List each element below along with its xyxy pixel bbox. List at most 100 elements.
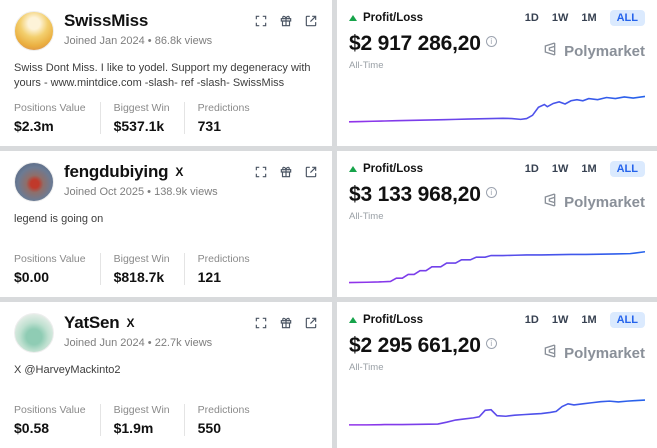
polymarket-logo-text: Polymarket <box>564 194 645 211</box>
profile-identity: SwissMiss Joined Jan 2024 • 86.8k views <box>64 11 254 47</box>
gift-icon[interactable] <box>279 14 293 28</box>
external-link-icon[interactable] <box>304 165 318 179</box>
range-1d-button[interactable]: 1D <box>524 12 539 24</box>
stat-label: Positions Value <box>14 102 86 114</box>
profit-loss-label: Profit/Loss <box>363 12 424 24</box>
stat-value: $818.7k <box>113 269 165 285</box>
range-all-button[interactable]: ALL <box>609 312 645 328</box>
polymarket-logo-icon <box>542 41 558 62</box>
profile-name[interactable]: fengdubiying <box>64 162 169 181</box>
stat-biggest-win: Biggest Win $537.1k <box>99 102 184 134</box>
stat-positions-value: Positions Value $0.00 <box>14 253 100 285</box>
stat-predictions: Predictions 731 <box>183 102 264 134</box>
profile-header: SwissMiss Joined Jan 2024 • 86.8k views <box>14 11 318 51</box>
range-all-button[interactable]: ALL <box>609 10 645 26</box>
profit-loss-chart <box>349 84 645 138</box>
polymarket-logo-icon <box>542 192 558 213</box>
range-1m-button[interactable]: 1M <box>581 314 597 326</box>
profit-loss-label: Profit/Loss <box>363 163 424 175</box>
profit-loss-label: Profit/Loss <box>363 314 424 326</box>
range-1w-button[interactable]: 1W <box>551 163 569 175</box>
joined-views: Joined Jan 2024 • 86.8k views <box>64 35 213 47</box>
range-1w-button[interactable]: 1W <box>551 12 569 24</box>
period-label: All-Time <box>349 60 384 71</box>
stat-label: Positions Value <box>14 253 86 265</box>
profit-amount: $2 917 286,20 <box>349 32 481 55</box>
stat-label: Biggest Win <box>113 404 170 416</box>
polymarket-logo[interactable]: Polymarket <box>542 41 645 62</box>
profile-card: fengdubiying X Joined Oct 2025 • 138.9k … <box>0 151 332 297</box>
stat-label: Predictions <box>197 253 250 265</box>
expand-icon[interactable] <box>254 316 268 330</box>
stat-label: Predictions <box>197 404 250 416</box>
polymarket-logo[interactable]: Polymarket <box>542 343 645 364</box>
stat-biggest-win: Biggest Win $818.7k <box>99 253 184 285</box>
expand-icon[interactable] <box>254 14 268 28</box>
avatar[interactable] <box>14 313 54 353</box>
expand-icon[interactable] <box>254 165 268 179</box>
joined-views: Joined Oct 2025 • 138.9k views <box>64 186 218 198</box>
stat-positions-value: Positions Value $0.58 <box>14 404 100 436</box>
avatar[interactable] <box>14 162 54 202</box>
polymarket-logo[interactable]: Polymarket <box>542 192 645 213</box>
profit-amount: $3 133 968,20 <box>349 183 481 206</box>
external-link-icon[interactable] <box>304 316 318 330</box>
info-icon[interactable] <box>485 36 497 47</box>
stat-positions-value: Positions Value $2.3m <box>14 102 100 134</box>
profile-actions <box>254 11 318 28</box>
gift-icon[interactable] <box>279 165 293 179</box>
range-1m-button[interactable]: 1M <box>581 163 597 175</box>
stat-value: $537.1k <box>113 118 165 134</box>
stat-value: $0.58 <box>14 420 50 436</box>
range-selector: 1D 1W 1M ALL <box>525 312 645 328</box>
range-1d-button[interactable]: 1D <box>524 314 539 326</box>
polymarket-logo-text: Polymarket <box>564 43 645 60</box>
profile-name[interactable]: YatSen <box>64 313 120 332</box>
profile-identity: fengdubiying X Joined Oct 2025 • 138.9k … <box>64 162 254 198</box>
x-badge-icon[interactable]: X <box>175 165 184 179</box>
range-1d-button[interactable]: 1D <box>524 163 539 175</box>
joined-views: Joined Jun 2024 • 22.7k views <box>64 337 213 349</box>
stat-value: 121 <box>197 269 221 285</box>
range-selector: 1D 1W 1M ALL <box>525 10 645 26</box>
gift-icon[interactable] <box>279 316 293 330</box>
profit-loss-card: Profit/Loss 1D 1W 1M ALL $2 917 286,20 A… <box>337 0 657 146</box>
range-selector: 1D 1W 1M ALL <box>525 161 645 177</box>
stat-label: Biggest Win <box>113 253 170 265</box>
range-1w-button[interactable]: 1W <box>551 314 569 326</box>
info-icon[interactable] <box>485 338 497 349</box>
period-label: All-Time <box>349 362 384 373</box>
x-badge-icon[interactable]: X <box>126 316 135 330</box>
bio: Swiss Dont Miss. I like to yodel. Suppor… <box>14 62 311 90</box>
period-label: All-Time <box>349 211 384 222</box>
stats-row: Positions Value $0.58 Biggest Win $1.9m … <box>14 404 318 436</box>
profile-actions <box>254 313 318 330</box>
profile-card: SwissMiss Joined Jan 2024 • 86.8k views … <box>0 0 332 146</box>
stat-label: Biggest Win <box>113 102 170 114</box>
bio: legend is going on <box>14 213 104 225</box>
stat-predictions: Predictions 550 <box>183 404 264 436</box>
external-link-icon[interactable] <box>304 14 318 28</box>
stats-row: Positions Value $0.00 Biggest Win $818.7… <box>14 253 318 285</box>
stat-value: $0.00 <box>14 269 50 285</box>
bio: X @HarveyMackinto2 <box>14 364 121 376</box>
profit-loss-card: Profit/Loss 1D 1W 1M ALL $2 295 661,20 A… <box>337 302 657 448</box>
stat-value: $1.9m <box>113 420 154 436</box>
profile-name[interactable]: SwissMiss <box>64 11 149 30</box>
range-1m-button[interactable]: 1M <box>581 12 597 24</box>
stat-predictions: Predictions 121 <box>183 253 264 285</box>
profile-header: fengdubiying X Joined Oct 2025 • 138.9k … <box>14 162 318 202</box>
up-arrow-icon <box>349 166 357 172</box>
info-icon[interactable] <box>485 187 497 198</box>
avatar[interactable] <box>14 11 54 51</box>
profit-amount: $2 295 661,20 <box>349 334 481 357</box>
stats-row: Positions Value $2.3m Biggest Win $537.1… <box>14 102 318 134</box>
profit-loss-chart <box>349 235 645 289</box>
stat-label: Predictions <box>197 102 250 114</box>
range-all-button[interactable]: ALL <box>609 161 645 177</box>
profile-actions <box>254 162 318 179</box>
stat-biggest-win: Biggest Win $1.9m <box>99 404 184 436</box>
up-arrow-icon <box>349 317 357 323</box>
profit-loss-chart <box>349 386 645 440</box>
